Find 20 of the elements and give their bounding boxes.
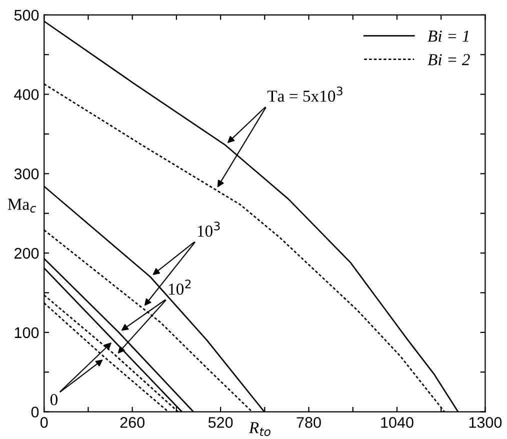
annotation: 10$^{3}$ (198, 222, 220, 237)
x-tick-label: 780 (296, 417, 321, 428)
x-tick-label: 0 (40, 417, 48, 428)
y-tick-label: 100 (14, 327, 39, 338)
annotation: 10$^{2}$ (168, 280, 191, 295)
x-tick-label: 1040 (381, 417, 414, 428)
legend-label: Bi = 2 (428, 54, 470, 66)
x-axis-title: R$_{to}$ (248, 422, 270, 436)
y-tick-label: 300 (14, 168, 39, 180)
annotation: 0 (50, 394, 58, 406)
y-tick-label: 500 (14, 10, 39, 21)
legend-label: Bi = 1 (428, 30, 468, 42)
y-tick-label: 0 (31, 406, 39, 418)
x-tick-label: 520 (208, 417, 233, 428)
x-tick-label: 1300 (469, 417, 502, 428)
y-axis-title: Ma$_{c}$ (8, 198, 36, 213)
x-tick-label: 260 (120, 417, 144, 428)
y-tick-label: 200 (14, 248, 39, 259)
y-tick-label: 400 (14, 89, 39, 100)
annotation: Ta = 5x10$^{3}$ (267, 86, 342, 102)
